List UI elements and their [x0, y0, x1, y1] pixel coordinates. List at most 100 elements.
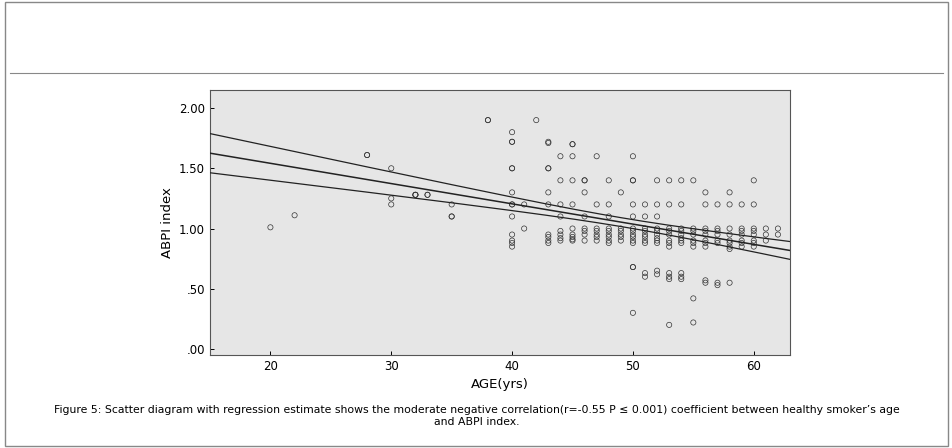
- Point: [565, 236, 580, 243]
- Point: [648, 227, 664, 234]
- Point: [648, 267, 664, 274]
- Point: [588, 237, 604, 244]
- Point: [745, 237, 761, 244]
- Point: [625, 213, 640, 220]
- Point: [407, 191, 423, 198]
- Point: [601, 231, 616, 238]
- Point: [420, 191, 435, 198]
- Point: [648, 239, 664, 246]
- Point: [673, 270, 688, 277]
- Point: [612, 189, 627, 196]
- Point: [504, 138, 519, 146]
- Point: [601, 233, 616, 241]
- Point: [709, 231, 724, 238]
- Point: [661, 243, 676, 250]
- Point: [697, 239, 712, 246]
- Point: [685, 177, 701, 184]
- Point: [588, 225, 604, 232]
- Point: [673, 177, 688, 184]
- Point: [661, 321, 676, 328]
- Point: [504, 213, 519, 220]
- Point: [601, 225, 616, 232]
- Point: [625, 263, 640, 271]
- X-axis label: AGE(yrs): AGE(yrs): [470, 379, 528, 392]
- Point: [625, 201, 640, 208]
- Point: [685, 237, 701, 244]
- Point: [685, 243, 701, 250]
- Point: [612, 237, 627, 244]
- Point: [625, 177, 640, 184]
- Point: [576, 237, 591, 244]
- Point: [625, 237, 640, 244]
- Point: [540, 165, 555, 172]
- Point: [673, 201, 688, 208]
- Point: [758, 237, 773, 244]
- Point: [625, 225, 640, 232]
- Point: [625, 153, 640, 160]
- Point: [565, 237, 580, 244]
- Point: [625, 227, 640, 234]
- Point: [612, 225, 627, 232]
- Point: [697, 225, 712, 232]
- Point: [384, 201, 399, 208]
- Point: [733, 243, 748, 250]
- Point: [661, 273, 676, 280]
- Point: [359, 151, 374, 159]
- Point: [697, 237, 712, 244]
- Point: [552, 213, 567, 220]
- Point: [565, 201, 580, 208]
- Point: [552, 235, 567, 242]
- Point: [673, 276, 688, 283]
- Point: [407, 191, 423, 198]
- Point: [576, 227, 591, 234]
- Point: [709, 201, 724, 208]
- Point: [444, 213, 459, 220]
- Point: [540, 165, 555, 172]
- Point: [565, 177, 580, 184]
- Point: [709, 227, 724, 234]
- Point: [769, 231, 784, 238]
- Point: [673, 239, 688, 246]
- Point: [673, 235, 688, 242]
- Point: [685, 225, 701, 232]
- Point: [588, 201, 604, 208]
- Point: [625, 263, 640, 271]
- Point: [540, 201, 555, 208]
- Point: [576, 213, 591, 220]
- Point: [601, 227, 616, 234]
- Point: [552, 227, 567, 234]
- Point: [552, 153, 567, 160]
- Point: [612, 227, 627, 234]
- Point: [504, 201, 519, 208]
- Point: [709, 225, 724, 232]
- Point: [745, 227, 761, 234]
- Point: [625, 233, 640, 241]
- Point: [673, 273, 688, 280]
- Point: [745, 243, 761, 250]
- Point: [540, 189, 555, 196]
- Point: [733, 227, 748, 234]
- Point: [637, 227, 652, 234]
- Point: [722, 243, 737, 250]
- Point: [648, 213, 664, 220]
- Point: [504, 129, 519, 136]
- Point: [673, 225, 688, 232]
- Point: [709, 239, 724, 246]
- Point: [540, 139, 555, 146]
- Point: [685, 227, 701, 234]
- Point: [444, 213, 459, 220]
- Point: [648, 237, 664, 244]
- Point: [745, 177, 761, 184]
- Point: [661, 177, 676, 184]
- Point: [637, 233, 652, 241]
- Point: [359, 151, 374, 159]
- Point: [722, 279, 737, 286]
- Point: [540, 138, 555, 146]
- Point: [722, 246, 737, 253]
- Point: [709, 279, 724, 286]
- Point: [648, 225, 664, 232]
- Point: [565, 141, 580, 148]
- Point: [697, 227, 712, 234]
- Point: [637, 231, 652, 238]
- Point: [601, 213, 616, 220]
